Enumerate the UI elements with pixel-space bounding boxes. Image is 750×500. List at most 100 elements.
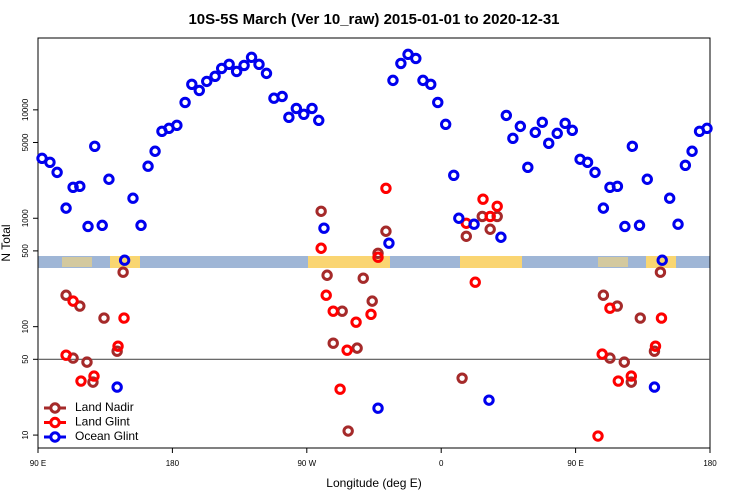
x-tick-label: 90 E: [567, 459, 583, 468]
point: [260, 67, 273, 80]
point: [612, 375, 625, 387]
point: [456, 372, 468, 384]
point: [618, 356, 630, 368]
point: [484, 223, 496, 235]
y-axis-label: N Total: [0, 224, 13, 261]
point: [67, 295, 79, 307]
point: [625, 370, 638, 382]
legend-marker: [49, 402, 61, 414]
x-tick-label: 0: [439, 459, 444, 468]
legend-label: Ocean Glint: [75, 429, 139, 443]
point: [460, 230, 472, 242]
point: [469, 276, 481, 288]
point: [327, 305, 339, 317]
point: [625, 376, 638, 388]
point: [283, 111, 295, 124]
point: [483, 394, 495, 406]
point: [701, 122, 713, 135]
point: [596, 348, 608, 360]
x-tick-label: 90 W: [297, 459, 316, 468]
point: [529, 126, 541, 139]
point: [341, 344, 353, 356]
point: [365, 308, 377, 321]
point: [334, 383, 346, 395]
point: [589, 166, 601, 179]
point: [656, 254, 668, 266]
point: [477, 193, 489, 205]
point: [230, 65, 243, 78]
point: [60, 202, 72, 214]
point: [350, 316, 362, 328]
point: [380, 182, 392, 194]
point: [179, 96, 191, 109]
point: [149, 145, 161, 157]
point: [75, 375, 87, 387]
y-tick-label: 50: [21, 354, 30, 363]
point: [298, 108, 310, 120]
point: [484, 210, 496, 223]
point: [89, 140, 101, 153]
legend-marker: [49, 431, 61, 443]
x-tick-label: 90 E: [30, 459, 46, 468]
point: [597, 202, 610, 214]
point: [290, 102, 303, 115]
point: [111, 345, 123, 357]
point: [686, 145, 698, 157]
point: [663, 192, 676, 204]
point: [366, 295, 378, 307]
point: [383, 237, 395, 249]
x-tick-label: 180: [703, 459, 717, 468]
point: [51, 166, 63, 179]
point: [372, 402, 384, 414]
point: [245, 51, 258, 64]
point: [380, 225, 392, 237]
point: [103, 173, 115, 185]
point: [641, 173, 653, 185]
point: [276, 90, 288, 103]
point: [633, 219, 646, 232]
point: [44, 156, 56, 169]
point: [351, 342, 363, 354]
point: [536, 116, 548, 129]
point: [98, 312, 110, 324]
y-tick-label: 500: [21, 244, 30, 258]
y-tick-label: 10: [21, 430, 30, 439]
point: [634, 312, 646, 324]
y-tick-label: 5000: [21, 133, 30, 151]
point: [507, 132, 519, 145]
point: [336, 305, 348, 317]
point: [118, 254, 131, 266]
point: [67, 181, 79, 194]
point: [439, 118, 452, 131]
point: [201, 75, 213, 88]
y-tick-label: 1000: [21, 209, 30, 227]
point: [357, 272, 369, 284]
point: [654, 266, 667, 278]
point: [395, 57, 407, 70]
point: [118, 312, 130, 324]
point: [410, 52, 422, 65]
point: [87, 376, 99, 388]
point: [604, 302, 616, 314]
point: [611, 180, 624, 193]
point: [209, 70, 221, 82]
point: [387, 74, 399, 87]
point: [306, 102, 318, 115]
point: [597, 289, 610, 301]
x-tick-label: 180: [166, 459, 180, 468]
point: [321, 269, 333, 281]
point: [672, 218, 684, 230]
point: [342, 425, 354, 437]
point: [432, 96, 444, 109]
point: [223, 58, 235, 71]
point: [313, 114, 325, 127]
point: [127, 192, 139, 204]
legend-label: Land Glint: [75, 415, 130, 429]
point: [592, 430, 604, 442]
point: [171, 119, 183, 132]
point: [581, 156, 594, 169]
point: [551, 127, 563, 140]
point: [60, 289, 72, 301]
point: [514, 120, 527, 133]
